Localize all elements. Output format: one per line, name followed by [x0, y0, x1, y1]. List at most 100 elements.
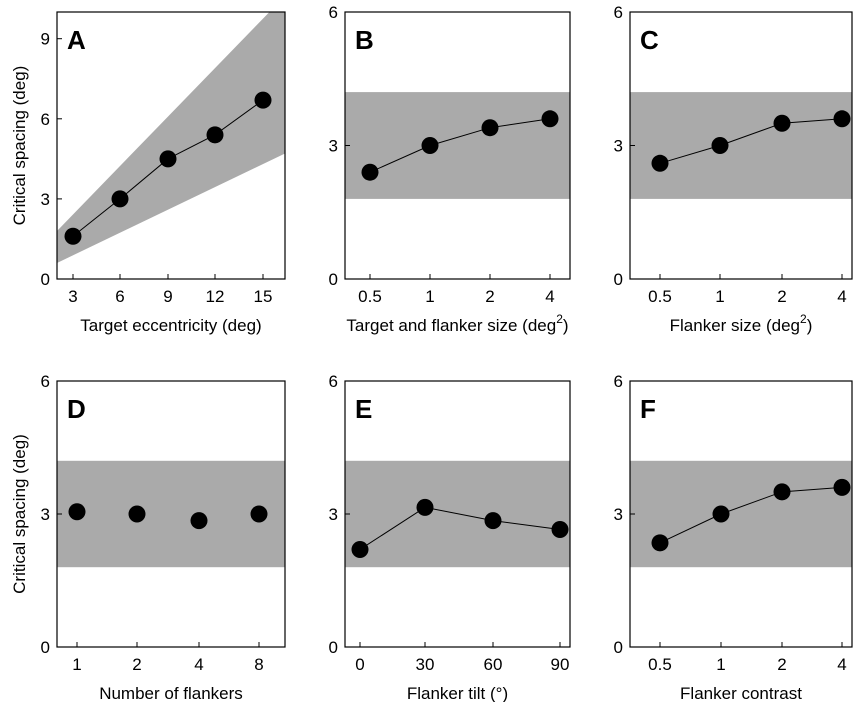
x-tick-label: 0.5 [648, 287, 672, 306]
data-point [159, 150, 177, 168]
series-line [359, 506, 561, 550]
x-tick-label: 90 [551, 655, 570, 674]
x-axis-label: Target eccentricity (deg) [80, 316, 261, 335]
series-line [659, 118, 843, 164]
x-tick-label: 12 [206, 287, 225, 306]
panel-letter: B [355, 25, 374, 55]
shaded-band [57, 460, 285, 568]
x-axis-label: Flanker contrast [680, 684, 802, 702]
y-tick-label: 9 [41, 30, 50, 49]
shaded-band [630, 92, 852, 199]
panel-f: 0 3 6 0.5 1 2 4 F Flanker contrast [614, 372, 853, 702]
y-tick-label: 0 [41, 638, 50, 657]
panel-c: 0 3 6 0.5 1 2 4 C Flanker size (deg2) [614, 3, 853, 335]
x-tick-label: 15 [254, 287, 273, 306]
data-point [551, 521, 569, 539]
y-tick-label: 0 [614, 638, 623, 657]
panel-letter: E [355, 394, 372, 424]
y-tick-label: 3 [329, 137, 338, 156]
shaded-band [345, 92, 570, 199]
x-axis-label: Number of flankers [99, 684, 243, 702]
shaded-band [57, 12, 285, 263]
y-tick-label: 0 [329, 638, 338, 657]
x-tick-label: 4 [194, 655, 203, 674]
data-point [190, 512, 208, 530]
y-tick-label: 6 [41, 372, 50, 391]
data-point [351, 540, 369, 558]
data-point [254, 91, 272, 109]
panel-letter: F [640, 394, 656, 424]
data-point [651, 534, 669, 552]
data-point [111, 190, 129, 208]
data-point [128, 505, 146, 523]
x-tick-label: 8 [254, 655, 263, 674]
series-line [659, 486, 843, 544]
y-tick-label: 3 [329, 505, 338, 524]
x-tick-label: 0.5 [358, 287, 382, 306]
x-tick-label: 0.5 [648, 655, 672, 674]
x-tick-label: 1 [72, 655, 81, 674]
y-tick-label: 3 [614, 505, 623, 524]
panel-letter: D [67, 394, 86, 424]
y-tick-label: 6 [329, 3, 338, 22]
y-tick-label: 3 [41, 190, 50, 209]
x-tick-label: 1 [715, 287, 724, 306]
data-point [416, 498, 434, 516]
data-point [833, 478, 851, 496]
x-tick-label: 0 [355, 655, 364, 674]
x-tick-label: 4 [837, 655, 846, 674]
data-point [206, 126, 224, 144]
data-point [651, 154, 669, 172]
x-axis-label-end: ) [807, 316, 813, 335]
data-point [361, 163, 379, 181]
series-line [369, 118, 551, 173]
x-tick-label: 4 [837, 287, 846, 306]
x-tick-label: 2 [777, 287, 786, 306]
data-point [68, 503, 86, 521]
x-tick-label: 2 [777, 655, 786, 674]
x-tick-label: 4 [545, 287, 554, 306]
y-tick-label: 3 [614, 137, 623, 156]
shaded-band [630, 460, 852, 568]
x-axis-label-superscript: 2 [800, 312, 807, 326]
plot-frame [56, 11, 286, 280]
x-tick-label: 1 [716, 655, 725, 674]
x-axis-label: Target and flanker size (deg2) [346, 312, 568, 335]
y-axis-label: Critical spacing (deg) [10, 66, 29, 226]
panel-letter: C [640, 25, 659, 55]
x-tick-label: 9 [163, 287, 172, 306]
y-tick-label: 0 [329, 270, 338, 289]
panel-b: 0 3 6 0.5 1 2 4 B Target and flanker size (deg2) [329, 3, 571, 335]
x-tick-label: 2 [132, 655, 141, 674]
x-tick-label: 3 [68, 287, 77, 306]
data-point [541, 110, 559, 128]
data-point [250, 505, 268, 523]
data-point [64, 227, 82, 245]
y-tick-label: 6 [329, 372, 338, 391]
y-tick-label: 3 [41, 505, 50, 524]
x-tick-label: 30 [416, 655, 435, 674]
x-axis-label: Flanker tilt (°) [407, 684, 508, 702]
y-axis-label: Critical spacing (deg) [10, 434, 29, 594]
data-point [481, 119, 499, 137]
data-point [773, 483, 791, 501]
x-axis-label: Flanker size (deg2) [670, 312, 813, 335]
y-tick-label: 6 [614, 372, 623, 391]
data-point [773, 114, 791, 132]
x-axis-label-end: ) [563, 316, 569, 335]
x-tick-label: 2 [485, 287, 494, 306]
x-tick-label: 60 [484, 655, 503, 674]
x-tick-label: 1 [425, 287, 434, 306]
data-point [421, 137, 439, 154]
y-tick-label: 0 [41, 270, 50, 289]
data-point [712, 505, 730, 523]
panel-letter: A [67, 25, 86, 55]
panel-d: 0 3 6 1 2 4 8 D Number of flankers Critical spaci… [10, 372, 286, 702]
y-tick-label: 0 [614, 270, 623, 289]
data-point [833, 110, 851, 128]
data-point [484, 512, 502, 530]
y-tick-label: 6 [614, 3, 623, 22]
